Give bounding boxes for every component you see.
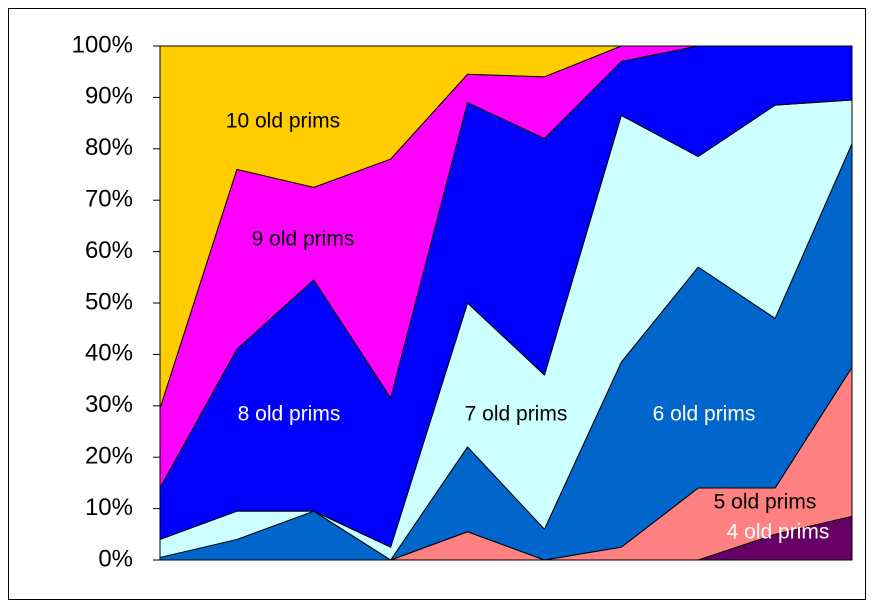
y-tick-label: 30%: [85, 391, 133, 418]
y-tick-label: 80%: [85, 134, 133, 161]
y-tick-label: 60%: [85, 237, 133, 264]
area: [159, 45, 853, 409]
series-label: 7 old prims: [465, 403, 568, 426]
y-tick-label: 90%: [85, 83, 133, 110]
y-tick-label: 0%: [98, 545, 133, 572]
series-label: 4 old prims: [727, 521, 830, 544]
y-tick-label: 100%: [72, 31, 133, 58]
y-tick-label: 10%: [85, 494, 133, 521]
y-tick-label: 40%: [85, 340, 133, 367]
series-label: 8 old prims: [238, 403, 341, 426]
y-tick-label: 70%: [85, 186, 133, 213]
series-label: 9 old prims: [252, 228, 355, 251]
series-label: 10 old prims: [226, 110, 340, 133]
series-label: 6 old prims: [653, 403, 756, 426]
series-label: 5 old prims: [714, 491, 817, 514]
y-tick-label: 50%: [85, 288, 133, 315]
y-tick-label: 20%: [85, 443, 133, 470]
